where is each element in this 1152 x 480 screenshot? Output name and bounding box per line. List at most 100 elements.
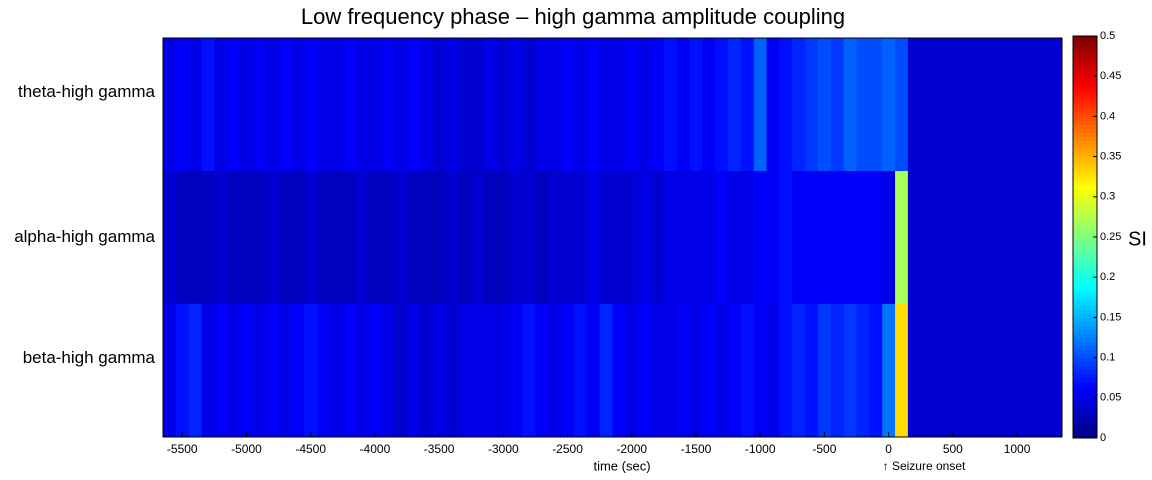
colorbar-tick-label: 0.35: [1100, 151, 1121, 163]
heatmap-cell: [535, 304, 549, 438]
heatmap-cell: [214, 304, 228, 438]
heatmap-cell: [920, 171, 935, 305]
row-label: alpha-high gamma: [14, 227, 155, 246]
colorbar-step: [1073, 273, 1097, 278]
row-label: theta-high gamma: [18, 82, 156, 101]
heatmap-cell: [548, 304, 562, 438]
heatmap-cell: [959, 304, 973, 438]
heatmap-cell: [907, 38, 922, 172]
colorbar-step: [1073, 88, 1097, 93]
heatmap-cell: [663, 171, 678, 305]
colorbar-step: [1073, 156, 1097, 162]
heatmap-cell: [753, 304, 768, 438]
heatmap-cell: [702, 304, 716, 438]
heatmap-cell: [484, 304, 498, 438]
colorbar-step: [1073, 293, 1097, 298]
heatmap-cell: [240, 38, 254, 172]
heatmap-cell: [342, 38, 357, 172]
heatmap-cell: [304, 171, 318, 305]
heatmap-cell: [201, 304, 215, 438]
heatmap-cell: [291, 171, 305, 305]
heatmap-cell: [368, 171, 382, 305]
heatmap-cell: [214, 38, 228, 172]
colorbar-step: [1073, 144, 1097, 150]
colorbar-step: [1073, 349, 1097, 355]
heatmap-cell: [304, 304, 318, 438]
heatmap-cell: [740, 304, 755, 438]
heatmap-cell: [997, 304, 1012, 438]
heatmap-cell: [984, 304, 999, 438]
heatmap-cell: [805, 304, 819, 438]
heatmap-cell: [586, 171, 601, 305]
colorbar-step: [1073, 393, 1097, 399]
heatmap-cell: [869, 171, 883, 305]
heatmap-cell: [830, 304, 845, 438]
heatmap-cell: [895, 38, 909, 172]
heatmap-cell: [856, 38, 870, 172]
heatmap-cell: [368, 38, 382, 172]
heatmap-cell: [342, 171, 357, 305]
heatmap-cell: [753, 38, 768, 172]
heatmap-cell: [163, 38, 177, 172]
colorbar-step: [1073, 345, 1097, 351]
colorbar-tick-label: 0.4: [1100, 110, 1115, 122]
colorbar-step: [1073, 152, 1097, 158]
colorbar-step: [1073, 168, 1097, 174]
heatmap-cell: [882, 38, 896, 172]
colorbar-tick-label: 0.2: [1100, 271, 1115, 283]
colorbar-step: [1073, 297, 1097, 302]
colorbar-step: [1073, 80, 1097, 85]
heatmap-cell: [843, 304, 858, 438]
heatmap-cell: [972, 304, 986, 438]
colorbar-step: [1073, 104, 1097, 109]
colorbar-step: [1073, 96, 1097, 101]
heatmap-cell: [792, 38, 806, 172]
colorbar-step: [1073, 228, 1097, 234]
colorbar-step: [1073, 277, 1097, 282]
heatmap-cell: [753, 171, 768, 305]
heatmap-cell: [817, 38, 832, 172]
colorbar-step: [1073, 188, 1097, 194]
colorbar-step: [1073, 212, 1097, 218]
heatmap-cell: [715, 304, 729, 438]
colorbar-step: [1073, 116, 1097, 121]
heatmap-cell: [805, 171, 819, 305]
heatmap-cell: [381, 171, 395, 305]
heatmap-cell: [689, 171, 703, 305]
colorbar-step: [1073, 365, 1097, 371]
colorbar-tick-label: 0.5: [1100, 30, 1115, 42]
heatmap-cell: [920, 304, 935, 438]
heatmap-cell: [997, 171, 1012, 305]
colorbar-step: [1073, 36, 1097, 41]
heatmap-cell: [471, 304, 485, 438]
heatmap-cell: [509, 171, 524, 305]
colorbar-step: [1073, 325, 1097, 330]
colorbar-step: [1073, 208, 1097, 214]
colorbar-step: [1073, 148, 1097, 154]
heatmap-cell: [779, 38, 793, 172]
heatmap-cell: [638, 38, 652, 172]
colorbar-tick-label: 0.15: [1100, 311, 1121, 323]
heatmap-cell: [445, 304, 459, 438]
x-tick-label: 1000: [1004, 442, 1031, 456]
heatmap-cell: [663, 304, 678, 438]
x-tick-label: -1500: [681, 442, 712, 456]
x-tick-label: -2000: [616, 442, 647, 456]
heatmap-cell: [779, 304, 793, 438]
heatmap-cell: [805, 38, 819, 172]
heatmap-cell: [381, 38, 395, 172]
heatmap-cell: [817, 171, 832, 305]
heatmap-cell: [740, 38, 755, 172]
colorbar-step: [1073, 76, 1097, 81]
heatmap-cell: [329, 38, 344, 172]
heatmap-cell: [419, 304, 434, 438]
heatmap-cell: [882, 304, 896, 438]
heatmap-cell: [676, 304, 691, 438]
heatmap-cell: [458, 38, 472, 172]
colorbar-step: [1073, 108, 1097, 113]
colorbar-step: [1073, 237, 1097, 242]
heatmap-cell: [856, 304, 870, 438]
heatmap-cell: [740, 171, 755, 305]
heatmap-cell: [471, 171, 485, 305]
heatmap-cell: [381, 304, 395, 438]
